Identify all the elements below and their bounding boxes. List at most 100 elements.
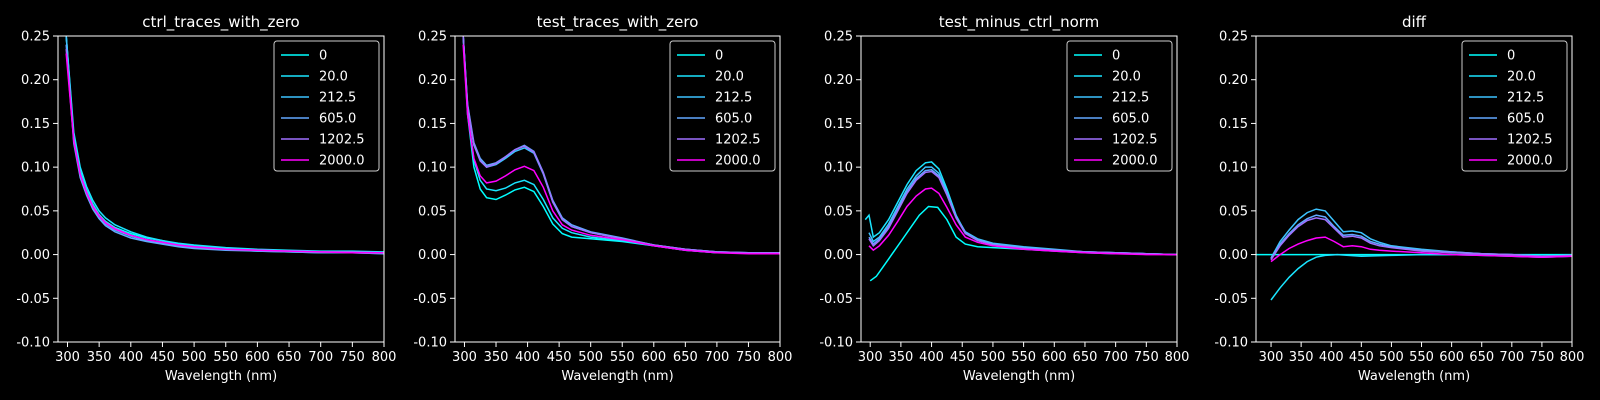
x-tick-label: 650 [277, 350, 302, 365]
series-line-2000.0 [65, 53, 384, 254]
chart-title: test_minus_ctrl_norm [939, 13, 1100, 32]
y-tick-label: 0.25 [1219, 30, 1248, 45]
x-tick-label: 550 [1409, 350, 1434, 365]
x-tick-label: 450 [547, 350, 572, 365]
chart-panel-3: 300 350 400 450 500 550 600 650 700 750 800 -0.10 -0… [819, 13, 1189, 384]
x-tick-label: 550 [213, 350, 238, 365]
x-tick-label: 350 [1289, 350, 1314, 365]
y-tick-label: -0.05 [1214, 292, 1248, 307]
x-tick-label: 500 [182, 350, 207, 365]
x-tick-label: 400 [118, 350, 143, 365]
chart-title: diff [1402, 13, 1427, 31]
legend-label: 212.5 [1507, 91, 1544, 106]
y-tick-label: -0.05 [413, 292, 447, 307]
x-tick-label: 500 [981, 350, 1006, 365]
y-tick-label: 0.10 [418, 161, 447, 176]
legend-label: 0 [1112, 49, 1120, 64]
y-tick-label: 0.20 [824, 73, 853, 88]
y-tick-label: -0.10 [819, 336, 853, 351]
x-tick-label: 650 [1469, 350, 1494, 365]
y-tick-label: 0.00 [418, 248, 447, 263]
legend-label: 212.5 [1112, 91, 1149, 106]
x-axis-label: Wavelength (nm) [1358, 369, 1470, 384]
y-tick-label: 0.15 [1219, 117, 1248, 132]
legend: 0 20.0 212.5 605.0 1202.5 2000.0 [669, 40, 776, 172]
legend-label: 212.5 [319, 91, 356, 106]
legend-label: 605.0 [319, 112, 356, 127]
x-tick-label: 800 [768, 350, 793, 365]
x-tick-label: 500 [578, 350, 603, 365]
axes-frame [860, 35, 1178, 343]
x-tick-label: 400 [515, 350, 540, 365]
legend: 0 20.0 212.5 605.0 1202.5 2000.0 [273, 40, 380, 172]
y-tick-label: 0.05 [418, 204, 447, 219]
x-tick-label: 700 [1103, 350, 1128, 365]
y-tick-label: 0.00 [824, 248, 853, 263]
series-line-20.0 [65, 36, 384, 253]
x-tick-label: 350 [87, 350, 112, 365]
series-line-20.0 [864, 161, 1177, 256]
legend: 0 20.0 212.5 605.0 1202.5 2000.0 [1066, 40, 1173, 172]
legend-label: 605.0 [1507, 112, 1544, 127]
x-tick-label: 750 [340, 350, 365, 365]
x-tick-label: 450 [150, 350, 175, 365]
legend-label: 212.5 [715, 91, 752, 106]
chart-title: test_traces_with_zero [537, 13, 699, 32]
x-tick-label: 350 [484, 350, 509, 365]
x-tick-label: 700 [308, 350, 333, 365]
axes-frame [57, 35, 385, 343]
legend-label: 20.0 [715, 70, 744, 85]
chart-panel-4: 300 350 400 450 500 550 600 650 700 750 800 -0.10 -0… [1214, 13, 1584, 384]
y-tick-label: 0.20 [1219, 73, 1248, 88]
x-tick-label: 700 [704, 350, 729, 365]
x-tick-label: 300 [452, 350, 477, 365]
series-line-2000.0 [1270, 236, 1572, 263]
x-tick-label: 300 [1259, 350, 1284, 365]
legend-label: 605.0 [1112, 112, 1149, 127]
legend: 0 20.0 212.5 605.0 1202.5 2000.0 [1461, 40, 1568, 172]
axes-frame [454, 35, 781, 343]
legend-label: 20.0 [1112, 70, 1141, 85]
y-tick-label: -0.05 [16, 292, 50, 307]
x-tick-label: 800 [372, 350, 397, 365]
series-line-20.0 [1270, 253, 1572, 301]
y-tick-label: 0.00 [21, 248, 50, 263]
legend-label: 1202.5 [319, 133, 365, 148]
x-tick-label: 550 [610, 350, 635, 365]
y-tick-label: 0.15 [418, 117, 447, 132]
y-tick-label: 0.00 [1219, 248, 1248, 263]
legend-label: 0 [1507, 49, 1515, 64]
series-line-1202.5 [868, 170, 1177, 256]
y-tick-label: 0.20 [21, 73, 50, 88]
y-tick-label: 0.20 [418, 73, 447, 88]
x-tick-label: 650 [673, 350, 698, 365]
legend-label: 2000.0 [1507, 154, 1553, 169]
y-tick-label: 0.25 [824, 30, 853, 45]
x-tick-label: 750 [736, 350, 761, 365]
x-tick-label: 600 [1042, 350, 1067, 365]
y-tick-label: 0.10 [824, 161, 853, 176]
x-tick-label: 500 [1379, 350, 1404, 365]
y-tick-label: 0.05 [21, 204, 50, 219]
x-tick-label: 350 [888, 350, 913, 365]
series-group [864, 161, 1177, 282]
series-line-0 [869, 205, 1177, 282]
legend-label: 2000.0 [715, 154, 761, 169]
legend-label: 2000.0 [1112, 154, 1158, 169]
legend-label: 0 [319, 49, 327, 64]
legend-label: 20.0 [1507, 70, 1536, 85]
x-tick-label: 600 [1439, 350, 1464, 365]
legend-label: 2000.0 [319, 154, 365, 169]
y-tick-label: 0.05 [1219, 204, 1248, 219]
x-tick-label: 400 [1319, 350, 1344, 365]
x-tick-label: 300 [55, 350, 80, 365]
y-tick-label: -0.10 [16, 336, 50, 351]
x-axis-label: Wavelength (nm) [165, 369, 277, 384]
chart-panel-1: 300 350 400 450 500 550 600 650 700 750 800 -0.10 -0… [16, 13, 396, 384]
x-tick-label: 800 [1560, 350, 1585, 365]
x-tick-label: 400 [919, 350, 944, 365]
y-tick-label: 0.10 [1219, 161, 1248, 176]
y-tick-label: 0.15 [824, 117, 853, 132]
legend-label: 1202.5 [715, 133, 761, 148]
